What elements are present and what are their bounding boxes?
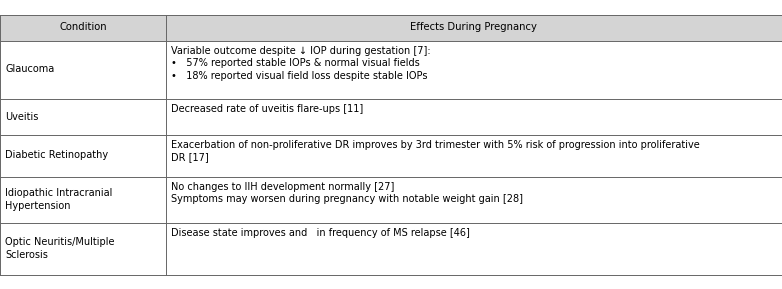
Text: •   57% reported stable IOPs & normal visual fields: • 57% reported stable IOPs & normal visu… <box>170 58 419 68</box>
Text: Symptoms may worsen during pregnancy with notable weight gain [28]: Symptoms may worsen during pregnancy wit… <box>170 194 523 204</box>
Text: Glaucoma: Glaucoma <box>5 64 54 75</box>
Text: Condition: Condition <box>59 23 106 32</box>
Text: Idiopathic Intracranial
Hypertension: Idiopathic Intracranial Hypertension <box>5 188 113 211</box>
Bar <box>0 14 782 40</box>
Text: Decreased rate of uveitis flare-ups [11]: Decreased rate of uveitis flare-ups [11] <box>170 103 363 114</box>
Text: No changes to IIH development normally [27]: No changes to IIH development normally [… <box>170 181 394 192</box>
Text: Optic Neuritis/Multiple
Sclerosis: Optic Neuritis/Multiple Sclerosis <box>5 237 114 260</box>
Text: •   18% reported visual field loss despite stable IOPs: • 18% reported visual field loss despite… <box>170 71 427 81</box>
Text: Diabetic Retinopathy: Diabetic Retinopathy <box>5 151 108 160</box>
Text: Disease state improves and   in frequency of MS relapse [46]: Disease state improves and in frequency … <box>170 227 470 238</box>
Text: Uveitis: Uveitis <box>5 112 38 121</box>
Text: DR [17]: DR [17] <box>170 152 209 162</box>
Text: Variable outcome despite ↓ IOP during gestation [7]:: Variable outcome despite ↓ IOP during ge… <box>170 45 430 55</box>
Text: Exacerbation of non-proliferative DR improves by 3rd trimester with 5% risk of p: Exacerbation of non-proliferative DR imp… <box>170 140 700 149</box>
Text: Effects During Pregnancy: Effects During Pregnancy <box>411 23 537 32</box>
